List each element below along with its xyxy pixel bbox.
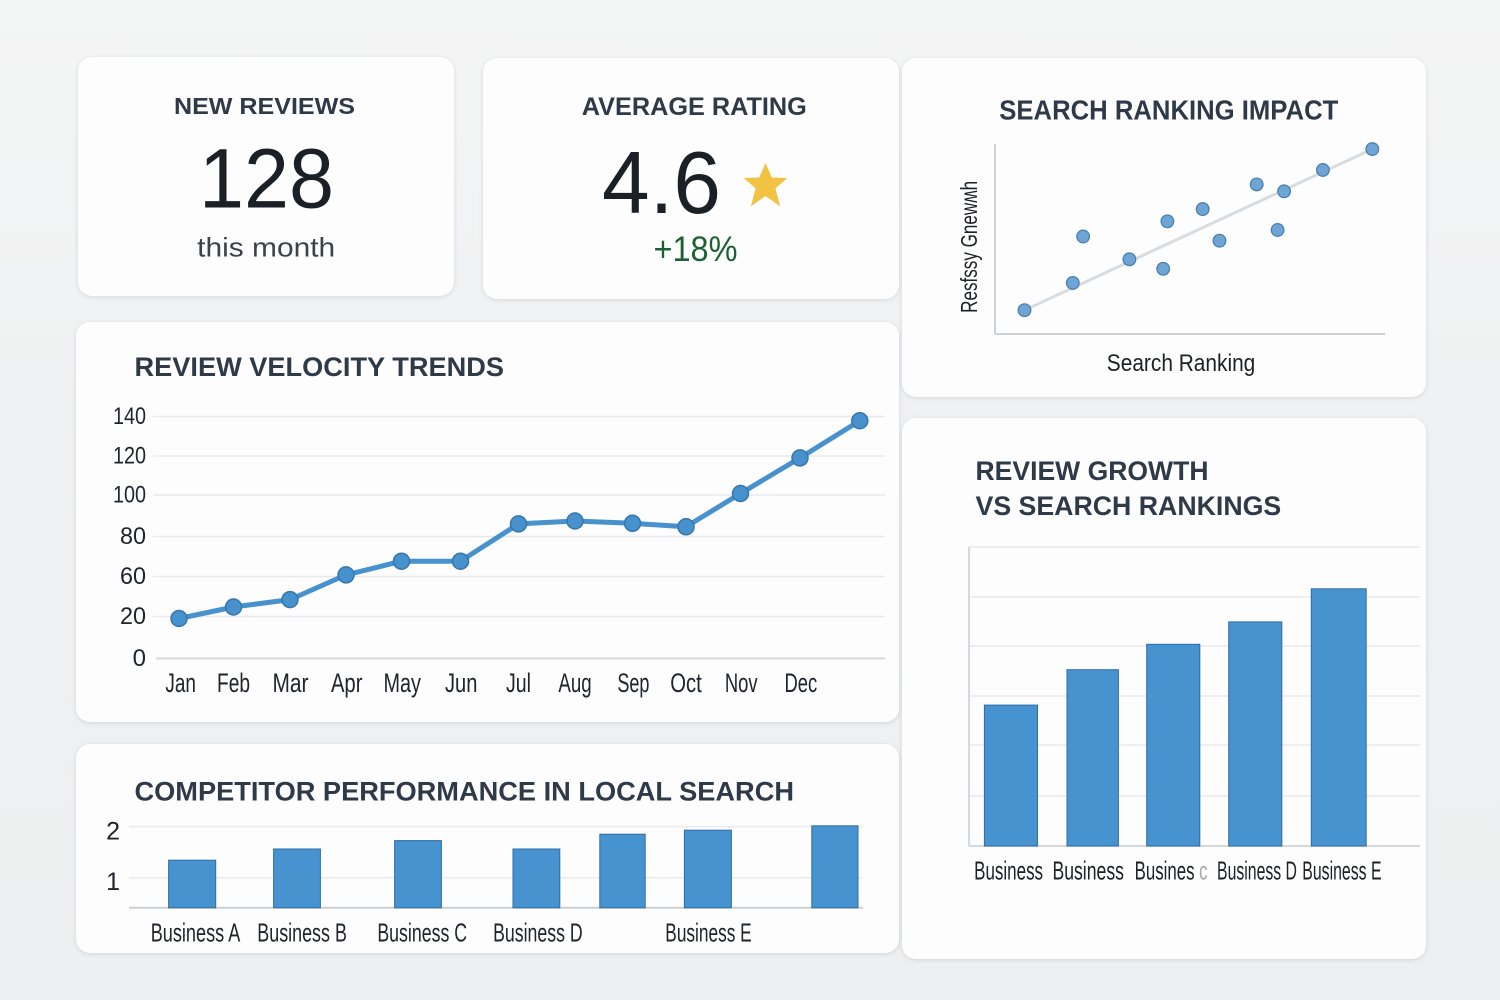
svg-text:1: 1 [106, 868, 120, 896]
svg-text:140: 140 [113, 403, 146, 430]
svg-text:Jul: Jul [506, 668, 531, 698]
svg-text:Business E: Business E [665, 918, 751, 948]
svg-text:this month: this month [197, 233, 335, 263]
svg-text:May: May [383, 668, 421, 698]
svg-text:Resfssy Gnewʍh: Resfssy Gnewʍh [956, 181, 982, 313]
svg-text:REVIEW VELOCITY TRENDS: REVIEW VELOCITY TRENDS [135, 352, 505, 382]
svg-text:COMPETITOR PERFORMANCE IN LOCA: COMPETITOR PERFORMANCE IN LOCAL SEARCH [135, 777, 795, 807]
svg-text:AVERAGE RATING: AVERAGE RATING [582, 93, 807, 121]
svg-text:Sep: Sep [617, 668, 649, 698]
svg-text:REVIEW GROWTH: REVIEW GROWTH [976, 456, 1209, 486]
svg-text:VS SEARCH RANKINGS: VS SEARCH RANKINGS [976, 491, 1282, 521]
svg-text:Business: Business [1052, 855, 1124, 885]
svg-text:Business C: Business C [377, 918, 467, 948]
svg-text:4.6: 4.6 [602, 133, 721, 232]
svg-text:80: 80 [120, 523, 146, 550]
svg-text:Busines c: Busines c [1135, 855, 1208, 885]
svg-text:128: 128 [199, 132, 334, 226]
svg-text:2: 2 [106, 818, 120, 846]
svg-text:Nov: Nov [725, 668, 758, 698]
svg-text:Business D: Business D [1217, 855, 1297, 885]
svg-text:Business: Business [974, 855, 1043, 885]
svg-text:Aug: Aug [558, 668, 591, 698]
svg-text:Search Ranking: Search Ranking [1107, 350, 1256, 377]
svg-text:SEARCH RANKING IMPACT: SEARCH RANKING IMPACT [999, 95, 1338, 126]
svg-text:NEW REVIEWS: NEW REVIEWS [174, 93, 355, 119]
svg-text:Jun: Jun [445, 668, 477, 698]
svg-text:100: 100 [113, 482, 146, 509]
svg-text:0: 0 [133, 645, 146, 672]
svg-text:20: 20 [120, 603, 146, 630]
svg-text:60: 60 [120, 563, 146, 590]
svg-text:Business D: Business D [493, 918, 583, 948]
svg-text:Dec: Dec [784, 668, 817, 698]
svg-text:120: 120 [113, 443, 146, 470]
svg-text:Feb: Feb [217, 668, 250, 698]
svg-text:+18%: +18% [654, 230, 738, 269]
svg-text:Apr: Apr [331, 668, 363, 698]
svg-text:Business E: Business E [1302, 855, 1381, 885]
svg-text:Business B: Business B [257, 918, 347, 948]
svg-text:Jan: Jan [165, 668, 196, 698]
svg-text:Mar: Mar [273, 668, 309, 698]
svg-text:Oct: Oct [670, 668, 702, 698]
svg-text:Business A: Business A [151, 918, 241, 948]
